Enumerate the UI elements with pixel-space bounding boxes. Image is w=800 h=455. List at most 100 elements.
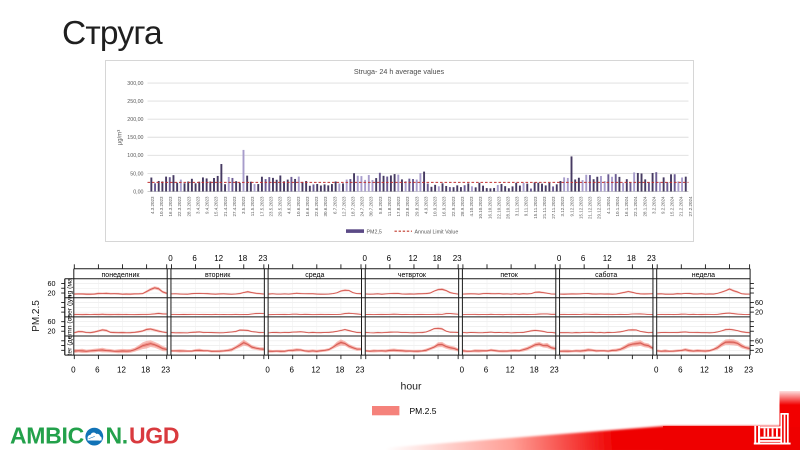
svg-text:21.4.2023: 21.4.2023: [223, 196, 228, 217]
svg-text:N.: N.: [106, 423, 128, 449]
svg-text:6: 6: [95, 365, 100, 374]
svg-text:18: 18: [335, 365, 344, 374]
svg-text:недела: недела: [692, 272, 715, 279]
svg-text:AMBIC: AMBIC: [10, 423, 84, 449]
svg-text:15.2.2024: 15.2.2024: [670, 196, 675, 217]
svg-text:UGD: UGD: [129, 423, 179, 449]
svg-text:200,00: 200,00: [127, 117, 143, 123]
svg-text:Struga- 24 h average values: Struga- 24 h average values: [354, 67, 445, 76]
svg-text:6: 6: [678, 365, 683, 374]
svg-text:27.2.2024: 27.2.2024: [688, 196, 693, 217]
svg-text:16.1.2024: 16.1.2024: [624, 196, 629, 217]
svg-text:20: 20: [48, 289, 56, 298]
svg-text:PM.2.5: PM.2.5: [410, 406, 437, 416]
svg-text:22.9.2023: 22.9.2023: [451, 196, 456, 217]
svg-text:18: 18: [433, 254, 442, 263]
svg-text:3.12.2023: 3.12.2023: [560, 196, 565, 217]
svg-text:18: 18: [724, 365, 733, 374]
svg-text:29.5.2023: 29.5.2023: [278, 196, 283, 217]
svg-text:6: 6: [581, 254, 586, 263]
svg-text:0: 0: [265, 365, 270, 374]
svg-text:0: 0: [654, 365, 659, 374]
svg-text:hour: hour: [400, 381, 422, 393]
svg-text:umn (се: umn (се: [67, 314, 74, 339]
svg-text:9.11.2023: 9.11.2023: [524, 196, 529, 216]
svg-text:0,00: 0,00: [133, 189, 143, 195]
svg-text:Annual Limit Value: Annual Limit Value: [415, 229, 459, 235]
svg-text:17.5.2023: 17.5.2023: [259, 196, 264, 217]
svg-text:60: 60: [755, 298, 763, 307]
svg-text:23: 23: [550, 365, 559, 374]
svg-text:20: 20: [755, 308, 763, 317]
svg-text:12: 12: [117, 365, 126, 374]
svg-text:11.8.2023: 11.8.2023: [387, 196, 392, 216]
svg-text:PM2,5: PM2,5: [367, 229, 382, 235]
svg-text:6: 6: [387, 254, 392, 263]
svg-text:23: 23: [258, 254, 267, 263]
svg-text:4.10.2023: 4.10.2023: [469, 196, 474, 217]
svg-text:12: 12: [603, 254, 612, 263]
svg-text:16.10.2023: 16.10.2023: [487, 196, 492, 219]
svg-text:300,00: 300,00: [127, 81, 143, 87]
svg-text:23: 23: [161, 365, 170, 374]
svg-text:28.1.2024: 28.1.2024: [642, 196, 647, 217]
svg-text:30.7.2023: 30.7.2023: [369, 196, 374, 217]
svg-text:16.6.2023: 16.6.2023: [305, 196, 310, 217]
svg-text:0: 0: [557, 254, 562, 263]
svg-text:22.6.2023: 22.6.2023: [314, 196, 319, 217]
svg-text:23: 23: [647, 254, 656, 263]
svg-text:12: 12: [409, 254, 418, 263]
svg-text:четврток: четврток: [398, 272, 427, 279]
svg-text:15.12.2023: 15.12.2023: [578, 196, 583, 219]
svg-text:0: 0: [363, 254, 368, 263]
svg-text:3.4.2023: 3.4.2023: [195, 196, 200, 214]
svg-text:27.4.2023: 27.4.2023: [232, 196, 237, 217]
svg-text:23: 23: [744, 365, 753, 374]
svg-text:3.11.2023: 3.11.2023: [515, 196, 520, 216]
svg-text:150,00: 150,00: [127, 135, 143, 141]
svg-text:21.12.2023: 21.12.2023: [588, 196, 593, 219]
svg-text:27.11.2023: 27.11.2023: [551, 196, 556, 219]
svg-text:30.6.2023: 30.6.2023: [323, 196, 328, 217]
svg-text:сабота: сабота: [595, 271, 617, 279]
svg-text:6: 6: [289, 365, 294, 374]
svg-text:петок: петок: [500, 272, 518, 279]
svg-text:60: 60: [755, 336, 763, 345]
svg-text:60: 60: [48, 279, 56, 288]
svg-text:12: 12: [311, 365, 320, 374]
svg-text:28.9.2023: 28.9.2023: [460, 196, 465, 217]
svg-text:22.1.2024: 22.1.2024: [633, 196, 638, 217]
svg-text:4.1.2024: 4.1.2024: [606, 196, 611, 214]
svg-text:24.7.2023: 24.7.2023: [360, 196, 365, 217]
svg-text:0: 0: [460, 365, 465, 374]
svg-text:0: 0: [168, 254, 173, 263]
svg-text:среда: среда: [305, 272, 324, 279]
svg-text:12: 12: [214, 254, 223, 263]
svg-text:µg/m³: µg/m³: [118, 130, 124, 145]
svg-text:50,00: 50,00: [130, 171, 143, 177]
svg-text:23.8.2023: 23.8.2023: [405, 196, 410, 217]
svg-text:10.3.2023: 10.3.2023: [159, 196, 164, 217]
svg-text:16.3.2023: 16.3.2023: [168, 196, 173, 217]
svg-text:23: 23: [453, 254, 462, 263]
svg-text:5.8.2023: 5.8.2023: [378, 196, 383, 214]
svg-text:20: 20: [48, 327, 56, 336]
svg-text:6: 6: [192, 254, 197, 263]
svg-text:4.3.2023: 4.3.2023: [150, 196, 155, 214]
svg-text:15.4.2023: 15.4.2023: [214, 196, 219, 217]
svg-text:22.3.2023: 22.3.2023: [177, 196, 182, 217]
svg-text:29.12.2023: 29.12.2023: [597, 196, 602, 219]
svg-text:12.7.2023: 12.7.2023: [341, 196, 346, 217]
svg-text:10.1.2024: 10.1.2024: [615, 196, 620, 217]
svg-text:ter (де: ter (де: [67, 335, 74, 355]
svg-text:18: 18: [238, 254, 247, 263]
svg-text:18: 18: [530, 365, 539, 374]
svg-text:18: 18: [627, 254, 636, 263]
svg-text:18.7.2023: 18.7.2023: [351, 196, 356, 217]
svg-text:6.7.2023: 6.7.2023: [332, 196, 337, 214]
svg-text:100,00: 100,00: [127, 153, 143, 159]
svg-text:60: 60: [48, 317, 56, 326]
svg-text:11.5.2023: 11.5.2023: [250, 196, 255, 216]
svg-text:6: 6: [484, 365, 489, 374]
svg-text:29.8.2023: 29.8.2023: [414, 196, 419, 217]
